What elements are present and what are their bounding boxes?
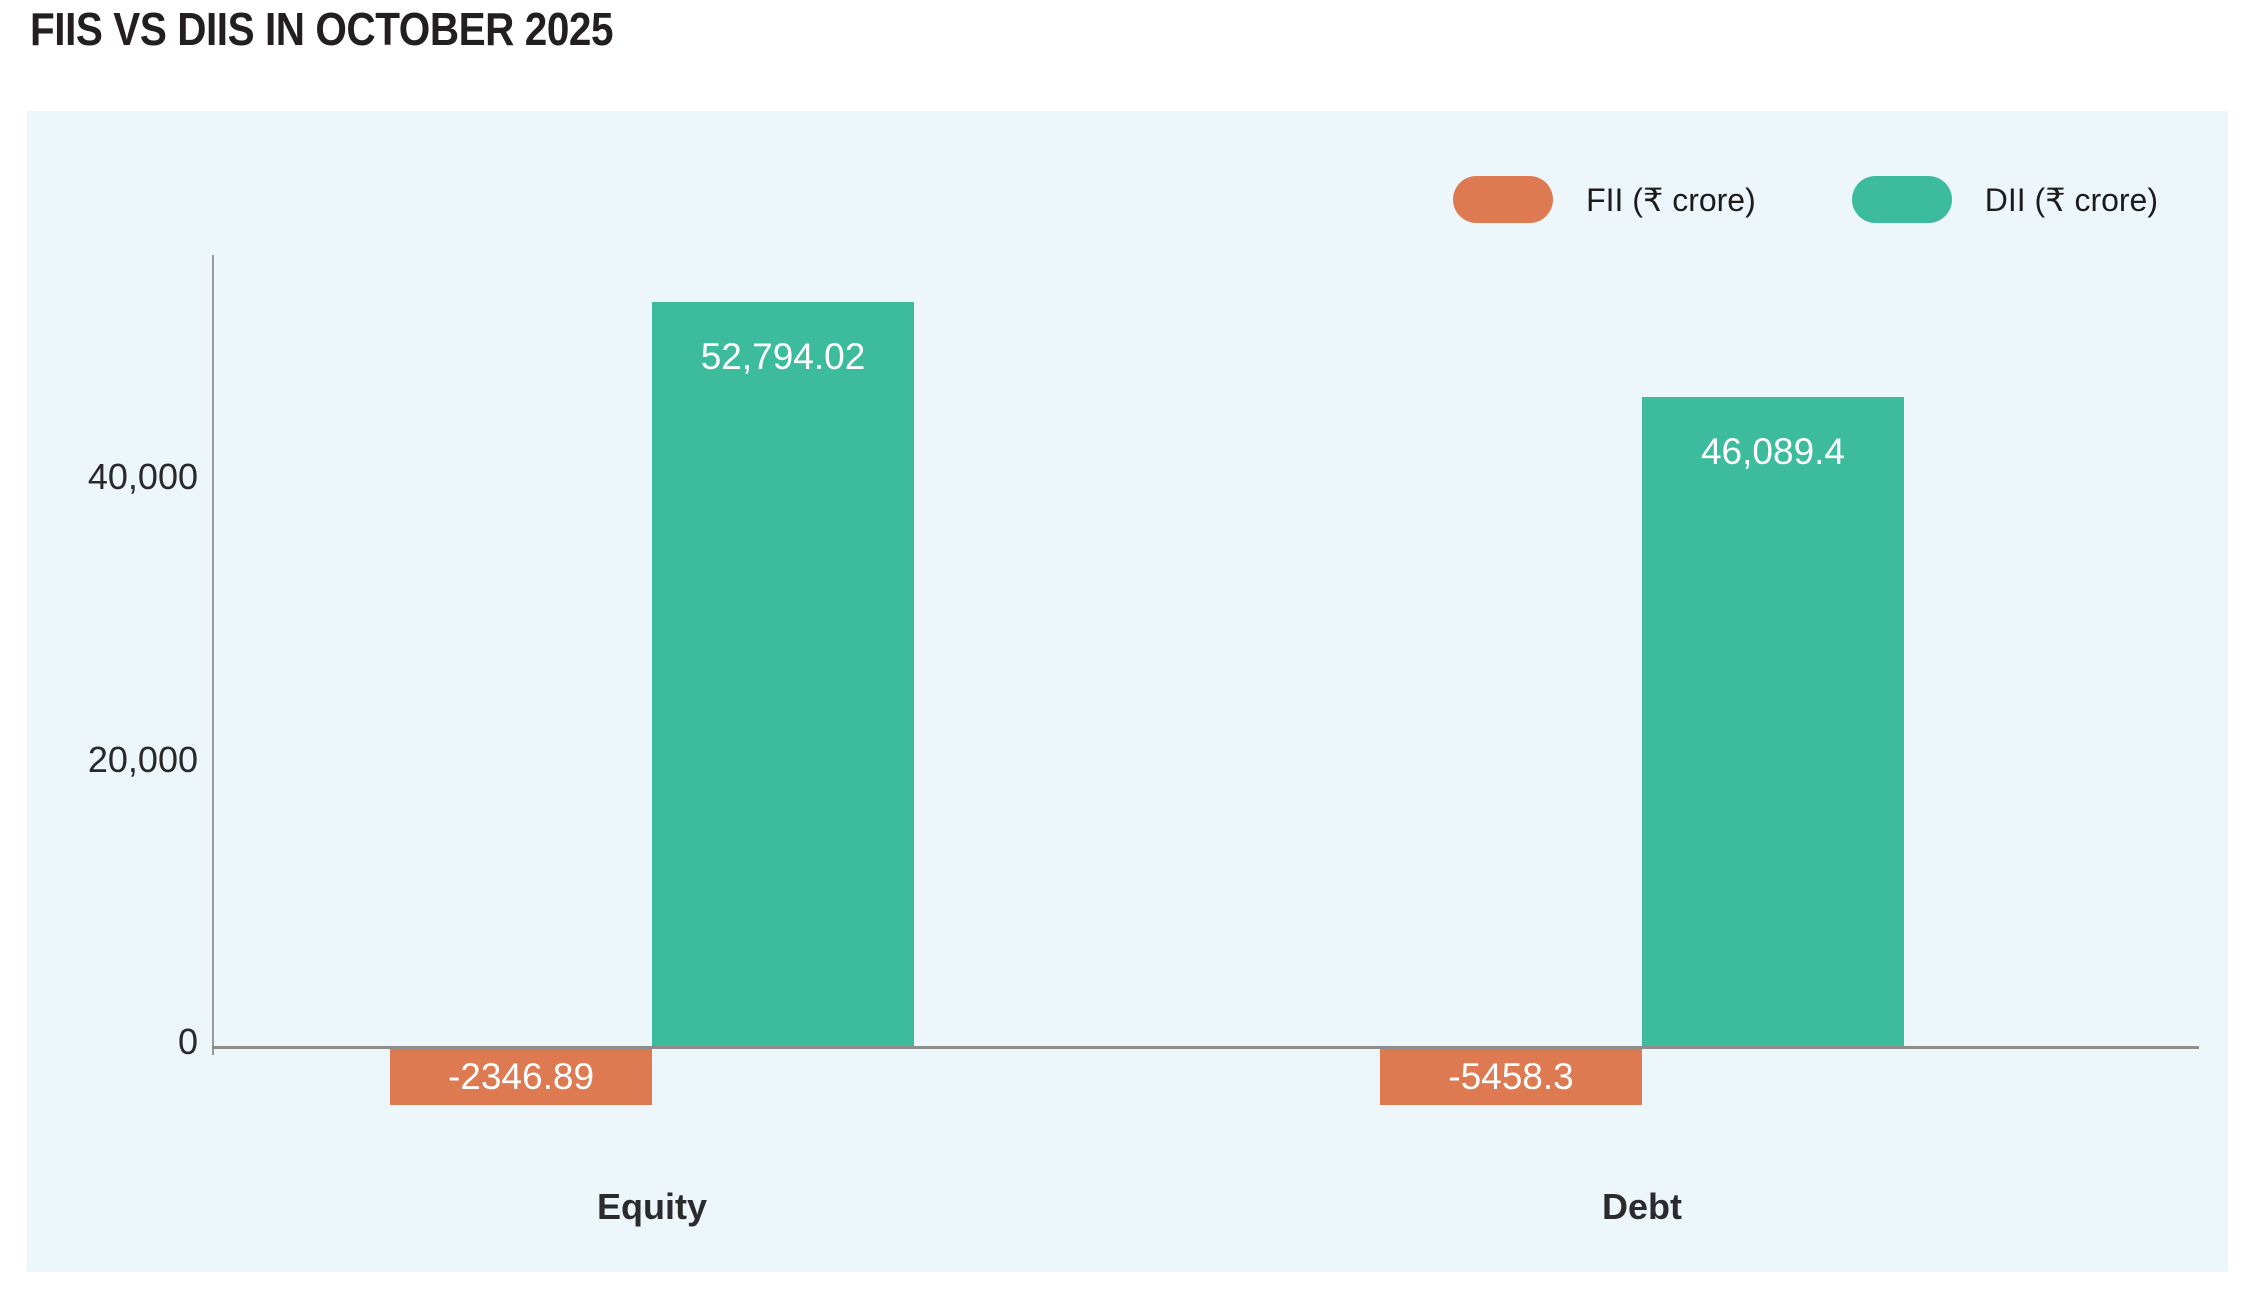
- y-tick-label: 0: [177, 1021, 198, 1062]
- bar-dii-debt[interactable]: 46,089.4: [1642, 397, 1904, 1048]
- x-category-label-debt: Debt: [1602, 1186, 1682, 1227]
- legend-label-dii: DII (₹ crore): [1984, 181, 2158, 218]
- bar-dii-equity[interactable]: 52,794.02: [652, 302, 914, 1048]
- bar-fii-equity[interactable]: -2346.89: [390, 1048, 652, 1105]
- dii-swatch-icon: [1851, 176, 1952, 223]
- x-category-label-equity: Equity: [596, 1186, 707, 1227]
- fii-swatch-icon: [1453, 176, 1554, 223]
- bar-value-label: -5458.3: [1448, 1055, 1574, 1097]
- bar-fii-debt[interactable]: -5458.3: [1380, 1048, 1642, 1105]
- bar-value-label: 52,794.02: [700, 336, 866, 377]
- chart-title: FIIS VS DIIS IN OCTOBER 2025: [30, 3, 614, 55]
- legend-item-fii[interactable]: FII (₹ crore): [1453, 176, 1756, 223]
- legend-item-dii[interactable]: DII (₹ crore): [1851, 176, 2158, 223]
- y-axis-line: [212, 255, 214, 1055]
- x-axis-line: [212, 1046, 2199, 1049]
- legend-label-fii: FII (₹ crore): [1586, 181, 1756, 218]
- bar-value-label: 46,089.4: [1700, 431, 1846, 472]
- bar-value-label: -2346.89: [447, 1055, 595, 1097]
- y-tick-label: 40,000: [87, 456, 198, 497]
- chart-legend: FII (₹ crore) DII (₹ crore): [1453, 176, 2158, 223]
- y-tick-label: 20,000: [87, 738, 198, 780]
